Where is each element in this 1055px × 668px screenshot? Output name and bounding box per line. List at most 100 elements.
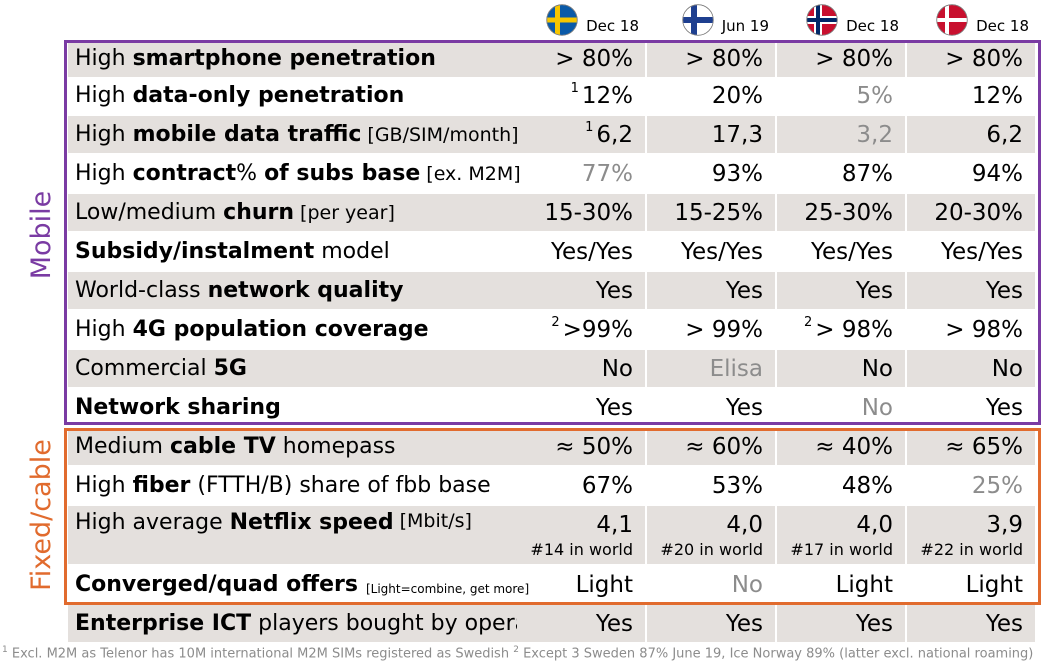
- value-cell-se: No: [517, 350, 645, 387]
- value: Yes: [985, 277, 1023, 304]
- value-text: > 80%: [555, 46, 633, 72]
- value: 48%: [841, 472, 893, 499]
- value: ≈ 60%: [685, 433, 763, 460]
- table-row: Subsidy/instalment model Yes/Yes Yes/Yes Ye…: [68, 233, 1037, 270]
- value-cell-fi: Yes: [647, 272, 775, 309]
- label-part: High: [75, 122, 133, 147]
- value: Yes/Yes: [550, 238, 633, 265]
- label-part: World-class: [75, 278, 208, 303]
- flag-se-icon: [546, 4, 578, 36]
- label-part: High: [75, 161, 133, 186]
- value-text: No: [862, 395, 893, 421]
- value: ≈ 40%: [815, 433, 893, 460]
- value: No: [731, 571, 763, 598]
- row-label: High smartphone penetration: [68, 40, 517, 77]
- value-text: Yes: [596, 395, 633, 421]
- value-text: 93%: [712, 161, 763, 187]
- value: > 80%: [945, 45, 1023, 72]
- value-cell-dk: ≈ 65%: [907, 428, 1035, 465]
- value-cell-no: 25-30%: [777, 194, 905, 231]
- value-cell-fi: Yes: [647, 389, 775, 426]
- value-text: 1 12%: [571, 81, 633, 109]
- table-row: Network sharing Yes Yes No Yes: [68, 389, 1037, 426]
- value-cell-se: 2 >99%: [517, 311, 645, 348]
- value: Yes: [595, 610, 633, 637]
- world-rank: #17 in world: [790, 539, 893, 559]
- value-text: ≈ 60%: [685, 434, 763, 460]
- header-dk: Dec 18: [911, 2, 1029, 38]
- value: 15-25%: [674, 199, 763, 226]
- label-part: High: [75, 473, 133, 498]
- footnote-marker-2: 2: [513, 645, 519, 655]
- value-text: Yes/Yes: [551, 239, 633, 265]
- value: Light: [965, 571, 1023, 598]
- value-cell-dk: 6,2: [907, 116, 1035, 153]
- value: 6,2: [596, 121, 633, 148]
- value-cell-fi: Yes/Yes: [647, 233, 775, 270]
- value-text: 17,3: [712, 122, 763, 148]
- value: 6,2: [986, 121, 1023, 148]
- value-text: 20%: [712, 83, 763, 109]
- value-cell-se: 67%: [517, 467, 645, 504]
- label-bold-part: fiber: [132, 473, 191, 498]
- value: 25-30%: [804, 199, 893, 226]
- value: > 80%: [555, 45, 633, 72]
- value: Yes/Yes: [810, 238, 893, 265]
- label-bold-part: Netflix speed: [229, 510, 394, 535]
- table-row: Commercial 5G No Elisa No No: [68, 350, 1037, 387]
- value-text: > 98%: [945, 317, 1023, 343]
- value-cell-no: Yes/Yes: [777, 233, 905, 270]
- value-cell-dk: Yes: [907, 389, 1035, 426]
- label-bold-part: Enterprise ICT: [75, 611, 252, 636]
- value: Yes: [855, 610, 893, 637]
- value: Yes: [725, 277, 763, 304]
- value: 77%: [581, 160, 633, 187]
- header-date: Dec 18: [846, 17, 899, 35]
- table-row: High mobile data traffic [GB/SIM/month] 1 6…: [68, 116, 1037, 153]
- value-cell-no: 48%: [777, 467, 905, 504]
- value-text: Yes: [726, 395, 763, 421]
- value-text: Yes: [986, 611, 1023, 637]
- value-cell-dk: Yes: [907, 272, 1035, 309]
- value: 12%: [581, 82, 633, 109]
- label-bold-part: Subsidy/instalment: [75, 239, 315, 264]
- world-rank: #20 in world: [660, 539, 763, 559]
- value-cell-dk: > 98%: [907, 311, 1035, 348]
- value-cell-fi: ≈ 60%: [647, 428, 775, 465]
- mobile-section-label: Mobile: [26, 190, 57, 280]
- row-label: High 4G population coverage: [68, 311, 517, 348]
- value: 3,9: [986, 511, 1023, 538]
- value: > 80%: [685, 45, 763, 72]
- value-text: > 80%: [945, 46, 1023, 72]
- value: 25%: [971, 472, 1023, 499]
- label-part: homepass: [275, 434, 396, 459]
- value-text: Yes/Yes: [681, 239, 763, 265]
- value-cell-no: 2 > 98%: [777, 311, 905, 348]
- label-bold-part: contract: [132, 161, 237, 186]
- label-bold-part: Network sharing: [75, 395, 281, 420]
- value-cell-dk: No: [907, 350, 1035, 387]
- value: No: [601, 355, 633, 382]
- value-cell-fi: Elisa: [647, 350, 775, 387]
- value-text: 2 >99%: [551, 315, 633, 343]
- value-cell-no: 87%: [777, 155, 905, 192]
- value-text: > 80%: [685, 46, 763, 72]
- label-bold-part: smartphone penetration: [132, 46, 436, 71]
- value-text: ≈ 40%: [815, 434, 893, 460]
- value-text: No: [602, 356, 633, 382]
- value: > 98%: [815, 316, 893, 343]
- value: >99%: [562, 316, 633, 343]
- value-text: ≈ 50%: [555, 434, 633, 460]
- value-cell-se: 1 12%: [517, 77, 645, 114]
- footnote: 1 Excl. M2M as Telenor has 10M internati…: [2, 645, 1052, 661]
- value-text: No: [732, 572, 763, 598]
- row-label: High fiber (FTTH/B) share of fbb base: [68, 467, 517, 504]
- value-cell-no: Yes: [777, 605, 905, 642]
- label-bold-part: cable TV: [169, 434, 276, 459]
- value-cell-no: No: [777, 389, 905, 426]
- value-cell-no: 5%: [777, 77, 905, 114]
- row-label: Enterprise ICT players bought by operato…: [68, 605, 571, 642]
- label-bold-part: data-only penetration: [132, 83, 405, 108]
- label-part: High: [75, 83, 133, 108]
- table-row: High average Netflix speed [Mbit/s] 4,1 #14…: [68, 506, 1037, 564]
